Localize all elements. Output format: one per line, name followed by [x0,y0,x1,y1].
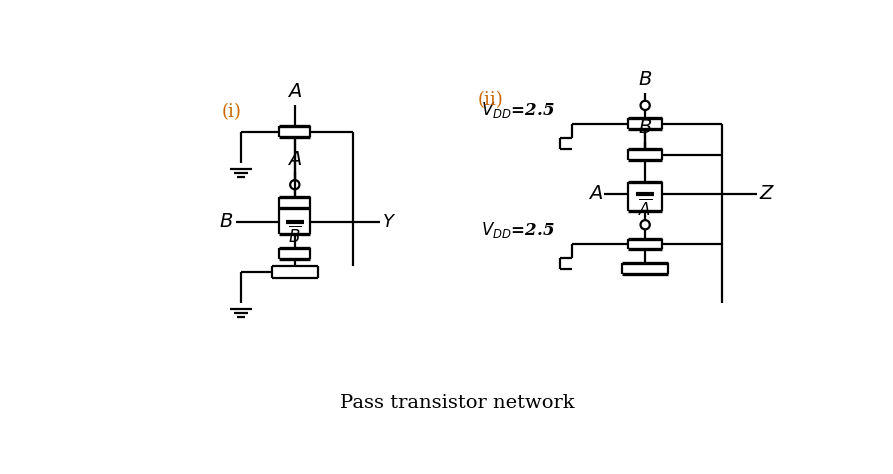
Text: $Z$: $Z$ [759,185,775,203]
Text: (ii): (ii) [477,91,503,109]
Text: $A$: $A$ [288,83,303,101]
Text: $B$: $B$ [638,71,652,89]
Text: $V_{DD}$=2.5: $V_{DD}$=2.5 [481,100,555,120]
Text: $A$: $A$ [288,151,303,169]
Text: $B$: $B$ [638,119,652,137]
Text: $\overline{A}$: $\overline{A}$ [638,199,652,219]
Text: $B$: $B$ [219,213,233,231]
Text: $V_{DD}$=2.5: $V_{DD}$=2.5 [481,220,555,240]
Text: $A$: $A$ [588,185,603,203]
Text: (i): (i) [221,103,241,121]
Text: Pass transistor network: Pass transistor network [340,394,574,412]
Text: $Y$: $Y$ [382,213,396,231]
Text: $\overline{B}$: $\overline{B}$ [288,226,302,246]
